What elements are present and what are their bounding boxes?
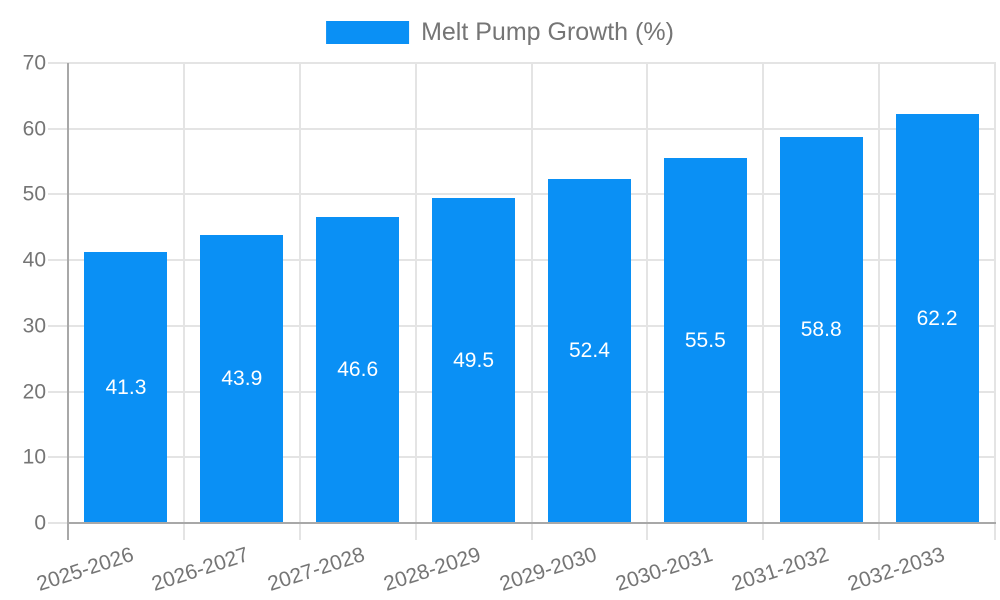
y-gridline [48, 456, 996, 459]
y-axis-tick-label: 10 [22, 445, 46, 469]
bar[interactable]: 49.5 [432, 197, 516, 523]
x-axis-tick-label: 2028-2029 [381, 543, 484, 596]
x-gridline [182, 63, 185, 540]
x-axis-tick-label: 2029-2030 [496, 543, 600, 596]
x-axis-tick-label: 2025-2026 [33, 543, 137, 596]
y-axis-tick-label: 40 [22, 248, 46, 272]
legend-swatch-icon [326, 21, 410, 44]
bar-value-label: 43.9 [221, 367, 263, 391]
x-axis-tick-label: 2027-2028 [265, 543, 368, 596]
bar[interactable]: 41.3 [84, 251, 168, 523]
y-gridline [48, 127, 996, 130]
y-gridline [48, 324, 996, 327]
y-axis-line [67, 63, 69, 540]
x-axis-tick-label: 2030-2031 [612, 543, 716, 596]
y-gridline [48, 193, 996, 196]
y-axis-tick-label: 50 [22, 182, 46, 206]
x-gridline [414, 63, 417, 540]
bar[interactable]: 46.6 [316, 216, 400, 523]
x-axis-tick-label: 2032-2033 [844, 543, 948, 596]
legend-series-label: Melt Pump Growth (%) [421, 18, 674, 46]
x-gridline [530, 63, 533, 540]
x-gridline [298, 63, 301, 540]
y-gridline [48, 62, 996, 64]
bar[interactable]: 62.2 [895, 114, 979, 523]
y-gridline [48, 259, 996, 262]
y-axis-tick-label: 20 [22, 380, 46, 404]
bar-value-label: 41.3 [105, 375, 147, 399]
legend[interactable]: Melt Pump Growth (%) [326, 19, 674, 46]
bar-value-label: 49.5 [453, 348, 494, 372]
x-gridline [762, 63, 765, 540]
y-axis-tick-label: 30 [22, 314, 46, 338]
bar-value-label: 52.4 [569, 339, 610, 363]
bar-value-label: 55.5 [684, 329, 726, 353]
bar-value-label: 58.8 [800, 318, 842, 342]
bar[interactable]: 55.5 [663, 158, 747, 523]
x-gridline [994, 63, 996, 540]
y-axis-tick-label: 70 [22, 51, 46, 75]
x-gridline [878, 63, 881, 540]
x-axis-tick-label: 2026-2027 [149, 543, 252, 596]
bar[interactable]: 52.4 [547, 178, 631, 523]
y-axis-tick-label: 0 [34, 511, 46, 535]
bar-value-label: 62.2 [916, 307, 958, 331]
x-axis-tick-label: 2031-2032 [728, 543, 832, 596]
x-gridline [646, 63, 649, 540]
bar-value-label: 46.6 [337, 358, 379, 382]
x-axis-line [67, 522, 996, 524]
y-gridline [48, 390, 996, 393]
bar[interactable]: 43.9 [200, 234, 284, 523]
y-axis-tick-label: 60 [22, 117, 46, 141]
bar[interactable]: 58.8 [779, 136, 863, 523]
